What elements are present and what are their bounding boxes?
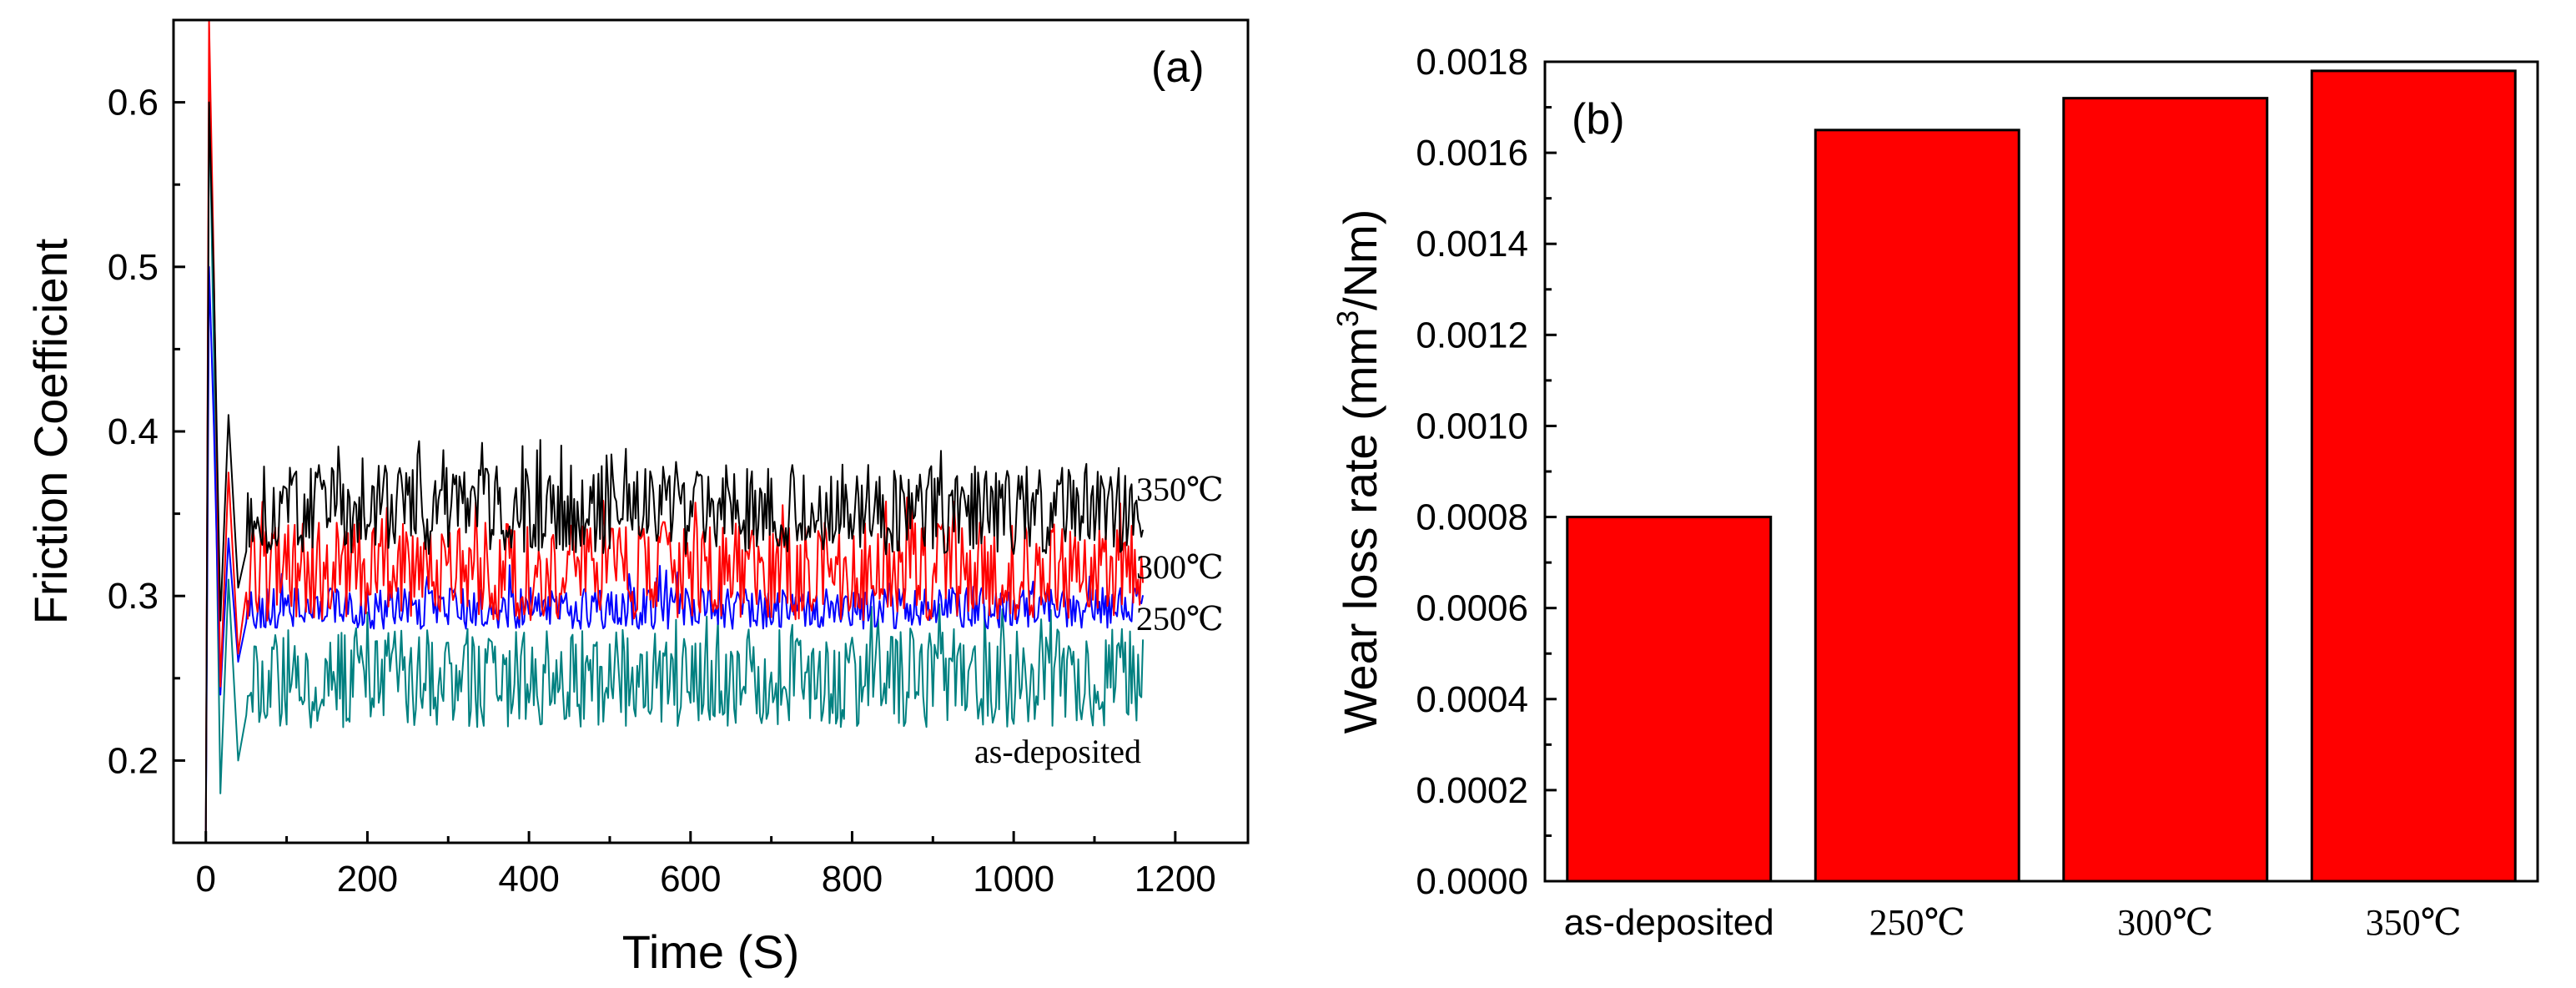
y-tick-label: 0.0016 <box>1416 133 1528 174</box>
axis-ticks: 0 200 400 600 800 1000 1200 0.2 0.3 0.4 0.5 0.6 <box>108 18 1216 900</box>
axis-ticks: 0.0000 0.0002 0.0004 0.0006 0.0008 0.0010 0.00… <box>1416 42 2461 943</box>
y-tick-label: 0.0002 <box>1416 770 1528 811</box>
x-category-label: 300℃ <box>2117 902 2213 943</box>
series-label-250: 250℃ <box>1136 600 1224 638</box>
series-group <box>204 19 1145 844</box>
y-axis-title-tail: /Nm) <box>1334 209 1386 310</box>
bar <box>1814 129 2020 883</box>
series-label-350: 350℃ <box>1136 471 1224 508</box>
y-tick-label: 0.0018 <box>1416 42 1528 83</box>
y-tick-label: 0.6 <box>108 83 158 124</box>
y-axis-title: Friction Coefficient <box>24 238 77 624</box>
y-axis-title: Wear loss rate (mm3/Nm) <box>1331 209 1386 734</box>
panel-label: (b) <box>1572 95 1625 144</box>
y-tick-label: 0.4 <box>108 411 158 452</box>
y-tick-label: 0.0012 <box>1416 315 1528 355</box>
x-category-label: as-deposited <box>1564 902 1774 943</box>
wear-loss-rate-chart: 0.0000 0.0002 0.0004 0.0006 0.0008 0.0010 0.00… <box>1331 42 2539 943</box>
bars-group <box>1566 69 2517 883</box>
bar <box>2062 97 2269 883</box>
x-tick-label: 200 <box>337 859 398 900</box>
y-axis-title-main: Wear loss rate (mm <box>1334 327 1386 733</box>
series-label-as-deposited: as-deposited <box>974 733 1141 770</box>
series-line <box>204 101 1145 844</box>
y-tick-label: 0.0000 <box>1416 861 1528 902</box>
y-tick-label: 0.2 <box>108 740 158 781</box>
series-line <box>204 19 1145 844</box>
x-category-label: 350℃ <box>2366 902 2462 943</box>
x-tick-label: 0 <box>195 859 215 900</box>
x-axis-title: Time (S) <box>622 925 800 978</box>
x-tick-label: 400 <box>498 859 559 900</box>
series-label-300: 300℃ <box>1136 548 1224 586</box>
friction-coefficient-chart: 0 200 400 600 800 1000 1200 0.2 0.3 0.4 0.5 0.6 (a)… <box>24 18 1250 978</box>
x-category-label: 250℃ <box>1869 902 1965 943</box>
y-tick-label: 0.0008 <box>1416 497 1528 538</box>
y-tick-label: 0.0006 <box>1416 588 1528 629</box>
series-line <box>204 84 1145 844</box>
y-tick-label: 0.0014 <box>1416 224 1528 265</box>
y-tick-label: 0.5 <box>108 247 158 288</box>
x-tick-label: 800 <box>822 859 883 900</box>
y-tick-label: 0.3 <box>108 576 158 617</box>
x-tick-label: 1200 <box>1135 859 1216 900</box>
bar <box>2310 69 2517 883</box>
y-tick-label: 0.0010 <box>1416 406 1528 446</box>
y-axis-title-superscript: 3 <box>1331 310 1365 327</box>
bar <box>1566 516 1773 883</box>
panel-label: (a) <box>1151 43 1205 92</box>
y-tick-label: 0.0004 <box>1416 679 1528 720</box>
x-tick-label: 1000 <box>973 859 1054 900</box>
x-tick-label: 600 <box>660 859 721 900</box>
